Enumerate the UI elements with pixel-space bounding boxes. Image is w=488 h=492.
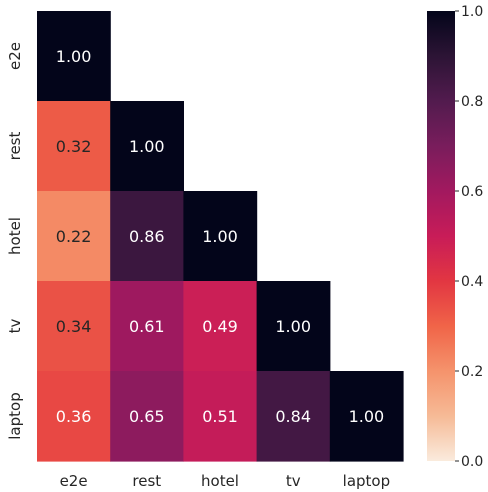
heatmap-cell-tv-e2e xyxy=(37,281,111,372)
cell-annotation: 1.00 xyxy=(202,227,238,246)
colorbar-tick-label: 0.4 xyxy=(461,274,483,290)
x-tick-labels: e2e rest hotel tv laptop xyxy=(60,472,391,490)
colorbar-tick-label: 0.8 xyxy=(461,94,483,110)
heatmap-cell-hotel-rest xyxy=(110,191,184,282)
heatmap-cells: 1.00 0.32 1.00 0.22 0.86 1.00 0.34 0.61 0.49 1.00… xyxy=(37,11,404,462)
x-tick-label-e2e: e2e xyxy=(60,472,88,490)
y-tick-label-e2e: e2e xyxy=(6,42,24,70)
cell-annotation: 0.51 xyxy=(202,407,238,426)
x-tick-label-rest: rest xyxy=(132,472,161,490)
cell-annotation: 0.86 xyxy=(129,227,165,246)
heatmap-cell-rest-e2e xyxy=(37,101,111,192)
heatmap-cell-laptop-tv xyxy=(256,371,331,462)
heatmap-cell-laptop-rest xyxy=(110,371,184,462)
y-tick-label-hotel: hotel xyxy=(6,217,24,255)
heatmap-cell-laptop-hotel xyxy=(183,371,258,462)
heatmap-cell-rest-rest xyxy=(110,101,184,192)
heatmap-cell-tv-hotel xyxy=(183,281,258,372)
heatmap-cell-laptop-e2e xyxy=(37,371,111,462)
heatmap-cell-e2e-e2e xyxy=(37,11,111,102)
y-tick-labels: e2e rest hotel tv laptop xyxy=(6,42,24,440)
cell-annotation: 1.00 xyxy=(129,137,165,156)
cell-annotation: 0.84 xyxy=(275,407,311,426)
cell-annotation: 0.36 xyxy=(56,407,92,426)
heatmap-cell-tv-rest xyxy=(110,281,184,372)
x-tick-label-laptop: laptop xyxy=(343,472,390,490)
cell-annotation: 1.00 xyxy=(275,317,311,336)
cell-annotation: 0.61 xyxy=(129,317,165,336)
cell-annotation: 0.32 xyxy=(56,137,92,156)
colorbar-gradient xyxy=(427,11,455,461)
cell-annotation: 0.34 xyxy=(56,317,92,336)
heatmap-cell-laptop-laptop xyxy=(329,371,404,462)
colorbar-tick-label: 1.0 xyxy=(461,4,483,20)
x-tick-label-hotel: hotel xyxy=(201,472,239,490)
heatmap-cell-hotel-e2e xyxy=(37,191,111,282)
colorbar-tick-label: 0.6 xyxy=(461,184,483,200)
y-tick-label-tv: tv xyxy=(6,319,24,334)
cell-annotation: 1.00 xyxy=(349,407,385,426)
heatmap-cell-tv-tv xyxy=(256,281,331,372)
cell-annotation: 0.49 xyxy=(202,317,238,336)
cell-annotation: 0.22 xyxy=(56,227,92,246)
cell-annotation: 0.65 xyxy=(129,407,165,426)
cell-annotation: 1.00 xyxy=(56,47,92,66)
y-tick-label-rest: rest xyxy=(6,132,24,161)
y-tick-label-laptop: laptop xyxy=(6,392,24,439)
colorbar-tick-label: 0.2 xyxy=(461,364,483,380)
colorbar-tick-label: 0.0 xyxy=(461,454,483,470)
colorbar: 0.0 0.2 0.4 0.6 0.8 1.0 xyxy=(427,4,483,470)
x-tick-label-tv: tv xyxy=(286,472,301,490)
heatmap-cell-hotel-hotel xyxy=(183,191,258,282)
